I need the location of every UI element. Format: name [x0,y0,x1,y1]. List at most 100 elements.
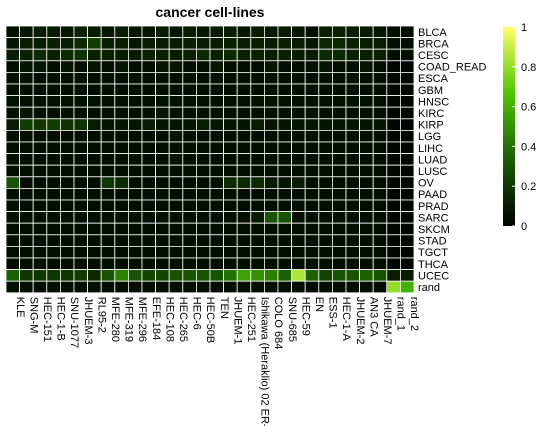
heatmap-cell [236,37,252,50]
heatmap-cell [100,25,116,39]
heatmap-cell [87,60,102,73]
row-label: PRAD [418,201,449,213]
heatmap-cell [250,257,265,271]
heatmap-cell [195,153,211,166]
heatmap-cell [372,141,388,155]
heatmap-cell [195,37,211,50]
heatmap-cell [331,164,347,178]
heatmap-cell [250,37,265,50]
heatmap-cell [46,129,61,143]
heatmap-cell [291,72,306,85]
heatmap-cell [304,187,320,201]
heatmap-cell [277,280,293,294]
heatmap-cell [263,60,279,73]
heatmap-cell [182,83,197,97]
heatmap-cell [32,187,48,201]
heatmap-cell [236,257,252,271]
heatmap-cell [250,25,265,39]
heatmap-cell [372,187,388,201]
heatmap-cell [114,72,129,85]
heatmap-cell [236,60,252,73]
heatmap-cell [386,106,401,120]
heatmap-cell [155,106,170,120]
heatmap-cell [155,25,170,39]
heatmap-cell [236,141,252,155]
heatmap-cell [168,176,184,189]
heatmap-cell [372,164,388,178]
column-label: JHUEM-1 [231,297,243,345]
heatmap-cell [73,153,89,166]
heatmap-cell [87,141,102,155]
legend-tick-label: 1 [521,22,527,34]
heatmap-cell [195,280,211,294]
heatmap-cell [19,106,34,120]
heatmap-cell [114,211,129,224]
heatmap-cell [127,199,143,213]
heatmap-cell [372,118,388,131]
heatmap-cell [223,245,238,259]
heatmap-cell [386,129,401,143]
heatmap-cell [209,187,225,201]
chart-title: cancer cell-lines [156,4,265,20]
heatmap-cell [114,106,129,120]
heatmap-cell [209,211,225,224]
heatmap-cell [141,280,157,294]
heatmap-cell [46,222,61,236]
heatmap-cell [318,83,333,97]
heatmap-cell [399,245,415,259]
heatmap-cell [223,95,238,108]
heatmap-cell [345,234,361,247]
heatmap-cell [60,25,75,39]
row-label: COAD_READ [418,62,487,74]
heatmap-cell [182,153,197,166]
heatmap-cell [372,83,388,97]
heatmap-cell [73,176,89,189]
heatmap-cell [359,72,374,85]
heatmap-cell [182,164,197,178]
heatmap-cell [318,211,333,224]
column-label: JHUEM-3 [82,297,94,345]
heatmap-cell [277,187,293,201]
heatmap-cell [46,60,61,73]
legend-tick-label: 0 [521,221,527,233]
heatmap-cell [5,106,21,120]
heatmap-cell [60,118,75,131]
heatmap-cell [182,280,197,294]
heatmap-cell [87,257,102,271]
heatmap-cell [73,25,89,39]
heatmap-cell [114,48,129,62]
heatmap-cell [195,199,211,213]
heatmap-cell [250,187,265,201]
heatmap-cell [32,269,48,282]
row-label: BLCA [418,27,447,39]
heatmap-cell [304,234,320,247]
heatmap-cell [100,118,116,131]
heatmap-cell [250,234,265,247]
heatmap-cell [87,269,102,282]
heatmap-cell [318,25,333,39]
heatmap-cell [182,187,197,201]
heatmap-cell [168,153,184,166]
heatmap-cell [60,106,75,120]
heatmap-cell [304,176,320,189]
heatmap-cell [399,83,415,97]
heatmap-cell [223,153,238,166]
heatmap-cell [168,72,184,85]
heatmap-cell [291,280,306,294]
heatmap-cell [127,129,143,143]
heatmap-cell [87,48,102,62]
heatmap-cell [46,211,61,224]
heatmap-cell [304,269,320,282]
heatmap-cell [114,187,129,201]
column-label: SNU-685 [286,297,298,342]
heatmap-cell [195,141,211,155]
heatmap-cell [168,222,184,236]
heatmap-cell [386,234,401,247]
heatmap-cell [318,141,333,155]
heatmap-cell [291,118,306,131]
heatmap-cell [291,129,306,143]
heatmap-cell [114,95,129,108]
heatmap-cell [60,269,75,282]
heatmap-cell [209,48,225,62]
column-label: HEC-1-B [55,297,67,341]
